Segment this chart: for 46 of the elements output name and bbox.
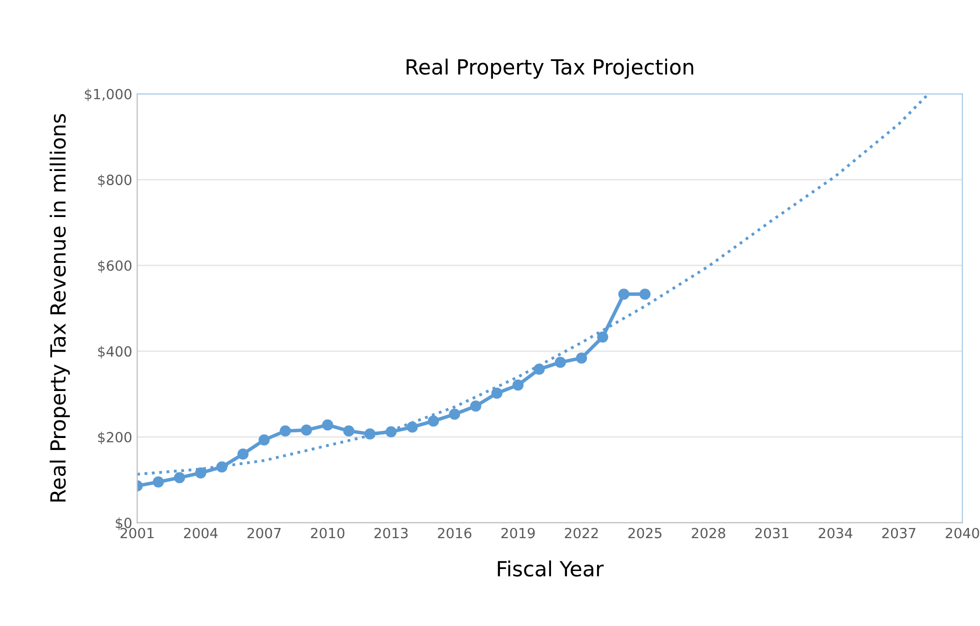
x-tick-label: 2034 [818, 528, 852, 538]
point [152, 476, 164, 488]
x-tick-label: 2028 [692, 528, 726, 538]
x-axis-title: Fiscal Year [498, 560, 604, 577]
point [300, 424, 312, 436]
point [428, 416, 439, 427]
point [491, 388, 502, 399]
x-tick-label: 2001 [120, 528, 154, 538]
y-tick-label: $800 [98, 174, 132, 187]
x-tick-label: 2031 [755, 528, 788, 538]
point [322, 419, 334, 430]
point [280, 425, 291, 436]
x-tick-label: 2022 [564, 528, 598, 538]
point [386, 426, 397, 438]
x-tick-label: 2037 [882, 528, 916, 538]
point [618, 288, 630, 300]
point [343, 425, 354, 436]
x-tick-label: 2025 [628, 528, 662, 538]
point [534, 364, 545, 375]
y-tick-label: $200 [98, 432, 132, 444]
point [364, 428, 376, 440]
y-axis-title: Real Property Tax Revenue in millions [50, 114, 70, 502]
point [554, 356, 566, 368]
point [449, 408, 460, 420]
y-tick-label: $600 [98, 260, 132, 273]
chart-title: Real Property Tax Projection [406, 58, 694, 79]
y-tick-label: $0 [116, 517, 132, 530]
point [258, 434, 270, 446]
point [237, 448, 249, 460]
point [576, 352, 588, 364]
x-tick-label: 2007 [247, 528, 281, 538]
x-tick-label: 2010 [310, 528, 344, 538]
y-tick-label: $1,000 [84, 88, 132, 102]
x-tick-label: 2016 [438, 528, 472, 538]
x-tick-label: 2019 [501, 528, 535, 538]
point [639, 288, 651, 300]
point [195, 467, 206, 479]
x-tick-label: 2004 [184, 528, 218, 538]
point [597, 331, 608, 343]
point [406, 422, 418, 433]
x-tick-label: 2013 [374, 528, 408, 538]
point [470, 400, 482, 412]
point [174, 472, 186, 484]
point [512, 380, 524, 391]
y-tick-label: $400 [98, 346, 132, 359]
x-tick-label: 2040 [946, 528, 980, 538]
